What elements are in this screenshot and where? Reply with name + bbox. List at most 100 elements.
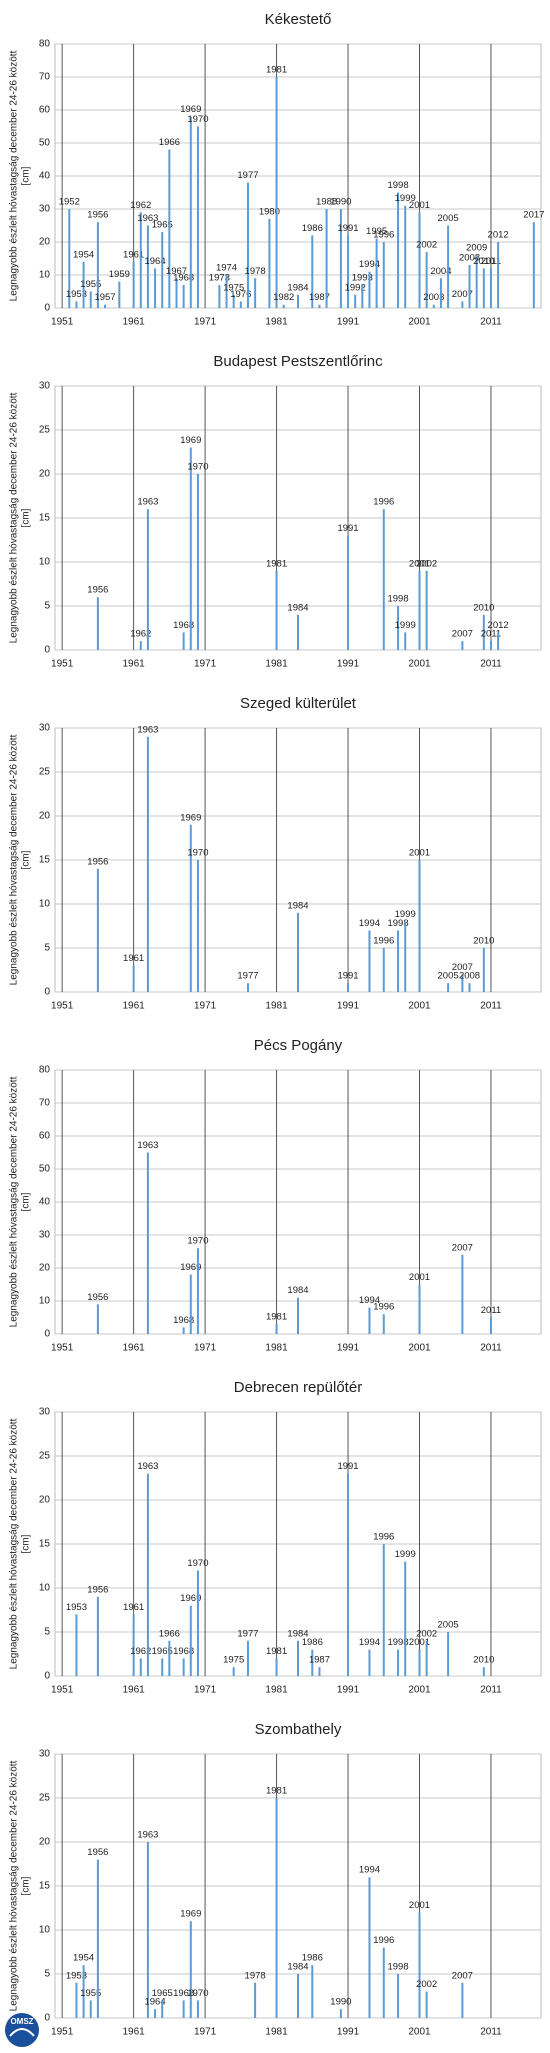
bar <box>96 597 99 650</box>
bar <box>311 1649 314 1676</box>
data-label: 1963 <box>137 724 158 735</box>
bar <box>275 1798 278 2018</box>
x-tick-label: 1951 <box>51 1001 74 1012</box>
data-label: 1975 <box>223 1655 244 1666</box>
y-tick-label: 80 <box>39 1065 51 1076</box>
data-label: 2011 <box>481 1305 501 1316</box>
y-tick-label: 0 <box>44 645 50 656</box>
bar <box>146 1152 149 1334</box>
data-label: 1998 <box>387 594 408 605</box>
bar <box>404 205 407 308</box>
data-label: 1974 <box>216 263 237 274</box>
bar <box>382 509 385 650</box>
x-tick-label: 2001 <box>408 2027 431 2038</box>
x-tick-label: 1981 <box>265 659 288 670</box>
y-tick-label: 30 <box>39 204 51 215</box>
data-label: 1966 <box>159 1628 180 1639</box>
x-tick-label: 2011 <box>480 317 502 328</box>
x-tick-label: 1991 <box>337 2027 360 2038</box>
bar <box>425 251 428 308</box>
bar <box>354 294 357 308</box>
bar <box>75 1982 78 2018</box>
data-label: 2010 <box>473 936 494 947</box>
data-label: 2001 <box>409 200 430 211</box>
bar <box>297 912 299 992</box>
data-label: 1978 <box>245 266 266 277</box>
bar <box>318 304 321 308</box>
bar <box>297 1297 299 1334</box>
data-label: 1954 <box>73 1953 94 1964</box>
y-tick-label: 25 <box>39 767 51 778</box>
bar <box>132 965 135 992</box>
bar <box>425 1991 428 2018</box>
y-tick-label: 60 <box>39 1131 51 1142</box>
bar <box>297 294 299 308</box>
bar <box>404 632 407 650</box>
bar <box>275 1324 278 1334</box>
data-label: 1957 <box>94 292 115 303</box>
data-label: 1962 <box>130 200 151 211</box>
y-tick-label: 30 <box>39 381 51 392</box>
data-label: 1998 <box>387 1637 408 1648</box>
y-tick-label: 40 <box>39 1197 51 1208</box>
data-label: 1998 <box>387 1962 408 1973</box>
data-label: 1990 <box>330 1997 351 2008</box>
data-label: 1993 <box>352 272 373 283</box>
bar <box>254 1982 257 2018</box>
data-label: 1982 <box>273 292 294 303</box>
bar <box>132 1614 135 1676</box>
logo: OMSZ <box>5 2013 39 2047</box>
data-label: 1956 <box>87 585 108 596</box>
bar <box>146 225 149 308</box>
bar <box>475 255 478 308</box>
chart-title: Pécs Pogány <box>254 1037 343 1054</box>
y-tick-label: 60 <box>39 105 51 116</box>
data-label: 1995 <box>366 226 387 237</box>
y-axis-label: Legnagyobb észlelt hóvastagság december … <box>9 1418 20 1669</box>
bar <box>232 1667 235 1676</box>
bar <box>82 1965 85 2018</box>
y-tick-label: 0 <box>44 987 50 998</box>
data-label: 1953 <box>66 1970 87 1981</box>
bar <box>382 1314 385 1334</box>
data-label: 1981 <box>266 1646 287 1657</box>
x-tick-label: 2001 <box>408 1685 431 1696</box>
y-tick-label: 5 <box>44 1969 50 1980</box>
data-label: 2007 <box>452 1970 473 1981</box>
bar <box>96 1596 99 1676</box>
bar <box>96 222 99 308</box>
bar <box>139 1658 142 1676</box>
data-label: 1976 <box>230 289 251 300</box>
y-tick-label: 30 <box>39 723 51 734</box>
data-label: 1994 <box>359 1637 380 1648</box>
bar <box>161 1658 164 1676</box>
bar <box>382 948 385 992</box>
data-label: 1965 <box>152 1988 173 1999</box>
y-tick-label: 50 <box>39 138 51 149</box>
data-label: 1954 <box>73 249 94 260</box>
x-tick-label: 2011 <box>480 659 502 670</box>
data-label: 1970 <box>187 848 208 859</box>
data-label: 1987 <box>309 292 330 303</box>
bar <box>482 1667 485 1676</box>
bar <box>397 930 400 992</box>
data-label: 1996 <box>373 497 394 508</box>
bar <box>146 736 149 992</box>
bar <box>461 974 464 992</box>
bar <box>297 614 299 650</box>
x-tick-label: 1981 <box>265 2027 288 2038</box>
data-label: 1965 <box>152 220 173 231</box>
data-label: 2007 <box>452 962 473 973</box>
y-axis-label: [cm] <box>21 508 32 527</box>
data-label: 1968 <box>173 1646 194 1657</box>
bar <box>382 1544 385 1676</box>
y-tick-label: 0 <box>44 1671 50 1682</box>
y-tick-label: 20 <box>39 1263 51 1274</box>
bar <box>82 261 85 308</box>
bar <box>311 235 314 308</box>
y-axis-label: Legnagyobb észlelt hóvastagság december … <box>9 1076 20 1327</box>
y-tick-label: 15 <box>39 513 51 524</box>
y-axis-label: [cm] <box>21 850 32 869</box>
data-label: 2007 <box>452 1242 473 1253</box>
